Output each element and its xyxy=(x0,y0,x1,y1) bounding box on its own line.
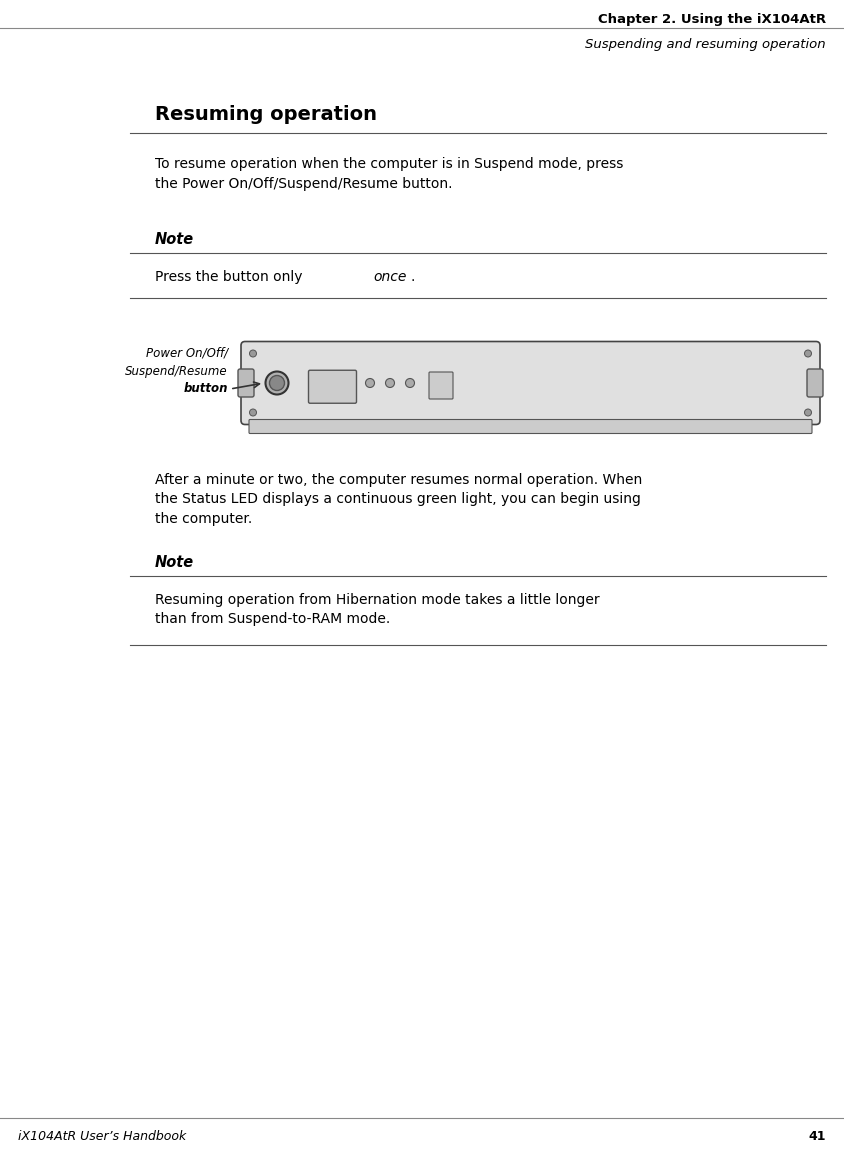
Circle shape xyxy=(804,409,811,416)
Text: button: button xyxy=(183,383,228,395)
Circle shape xyxy=(269,376,284,391)
FancyBboxPatch shape xyxy=(249,420,812,434)
Text: .: . xyxy=(410,271,414,284)
Text: To resume operation when the computer is in Suspend mode, press
the Power On/Off: To resume operation when the computer is… xyxy=(155,157,624,191)
Circle shape xyxy=(266,371,289,394)
Text: Press the button only: Press the button only xyxy=(155,271,307,284)
FancyBboxPatch shape xyxy=(309,370,356,403)
FancyBboxPatch shape xyxy=(807,369,823,397)
FancyBboxPatch shape xyxy=(238,369,254,397)
Text: 41: 41 xyxy=(809,1131,826,1143)
Text: Note: Note xyxy=(155,555,194,570)
Circle shape xyxy=(365,378,375,387)
Text: Chapter 2. Using the iX104AtR: Chapter 2. Using the iX104AtR xyxy=(598,13,826,25)
FancyBboxPatch shape xyxy=(241,341,820,424)
Text: Resuming operation from Hibernation mode takes a little longer
than from Suspend: Resuming operation from Hibernation mode… xyxy=(155,593,599,627)
Text: After a minute or two, the computer resumes normal operation. When
the Status LE: After a minute or two, the computer resu… xyxy=(155,473,642,526)
Text: Suspending and resuming operation: Suspending and resuming operation xyxy=(586,38,826,51)
Text: Suspend/Resume: Suspend/Resume xyxy=(126,364,228,378)
Circle shape xyxy=(250,409,257,416)
Text: Resuming operation: Resuming operation xyxy=(155,105,377,124)
Text: once: once xyxy=(373,271,406,284)
Circle shape xyxy=(386,378,394,387)
Text: Note: Note xyxy=(155,232,194,247)
Text: iX104AtR User’s Handbook: iX104AtR User’s Handbook xyxy=(18,1131,187,1143)
Circle shape xyxy=(405,378,414,387)
Circle shape xyxy=(250,350,257,357)
Circle shape xyxy=(804,350,811,357)
Text: Power On/Off/: Power On/Off/ xyxy=(146,347,228,360)
FancyBboxPatch shape xyxy=(429,372,453,399)
